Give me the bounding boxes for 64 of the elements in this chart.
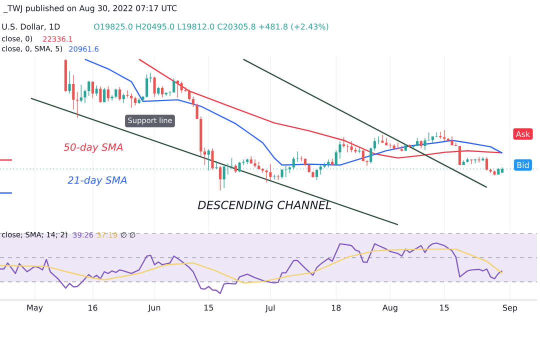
candlestick <box>80 84 82 103</box>
candlestick <box>203 147 206 166</box>
chart-subtitle: O19825.0 H20495.0 L19812.0 C20305.8 +481.8 (+2.43%) <box>94 23 328 31</box>
candlestick <box>122 93 125 104</box>
candlestick <box>188 89 191 101</box>
x-tick-label: Jul <box>265 304 275 312</box>
x-tick-label: 16 <box>88 304 98 311</box>
candlestick <box>238 162 241 173</box>
candlestick <box>68 70 71 94</box>
candlestick <box>192 96 194 108</box>
x-tick-label: 18 <box>332 304 341 311</box>
candlestick <box>114 88 118 99</box>
candlestick <box>172 78 176 94</box>
candlestick <box>118 86 122 101</box>
candlestick <box>486 156 488 171</box>
candlestick <box>196 103 198 120</box>
candlestick <box>211 148 214 170</box>
annotation: Ask <box>516 130 530 138</box>
candlestick <box>180 81 183 94</box>
candlestick <box>424 138 426 150</box>
candlestick <box>354 147 357 154</box>
x-tick-label: 15 <box>204 304 214 311</box>
candlestick <box>478 156 480 163</box>
candlestick <box>99 86 102 103</box>
candlestick <box>149 72 152 83</box>
text: 50-day SMA <box>64 143 123 153</box>
candlestick <box>72 74 75 110</box>
candlestick <box>110 94 114 101</box>
candlestick <box>146 74 148 98</box>
candlestick <box>458 146 462 166</box>
x-tick-label: May <box>27 304 43 312</box>
candlestick <box>269 164 272 180</box>
candlestick <box>323 162 326 169</box>
candlestick <box>84 89 86 104</box>
text: 21-day SMA <box>68 176 127 186</box>
candlestick <box>103 88 106 103</box>
x-tick-label: Jun <box>148 304 160 312</box>
text: DESCENDING CHANNEL <box>198 200 332 210</box>
candlestick <box>168 90 172 96</box>
candlestick <box>160 86 164 98</box>
candlestick <box>88 80 90 96</box>
candlestick <box>366 160 368 166</box>
candlestick <box>126 90 129 98</box>
candlestick <box>443 130 446 142</box>
candlestick <box>218 165 222 191</box>
candlestick <box>350 140 353 153</box>
candlestick <box>106 86 110 102</box>
candlestick <box>435 132 438 138</box>
candlestick <box>338 140 342 160</box>
candlestick <box>254 159 256 168</box>
candlestick <box>95 85 98 96</box>
candlestick <box>370 147 372 164</box>
x-tick-label: Sep <box>502 304 518 312</box>
x-tick-label: 15 <box>440 304 449 311</box>
candlestick <box>292 156 295 170</box>
x-tick-label: Aug <box>382 304 398 312</box>
text: _TWJ published on Aug 30, 2022 07:17 UTC <box>4 5 177 13</box>
chart-title: U.S. Dollar, 1D <box>2 23 60 31</box>
candlestick <box>153 76 156 98</box>
candlestick <box>130 93 133 108</box>
candlestick <box>91 81 94 99</box>
candlestick <box>373 138 376 152</box>
annotation: Bid <box>517 162 529 168</box>
candlestick <box>334 150 338 166</box>
